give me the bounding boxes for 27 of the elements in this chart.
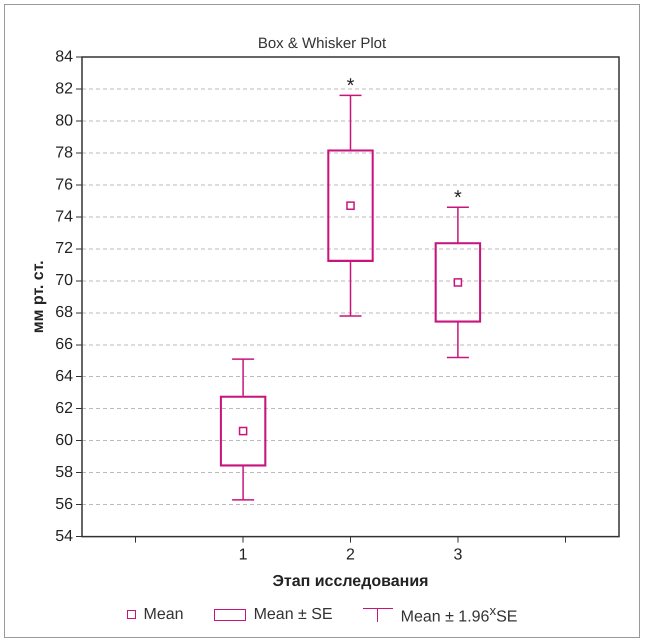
y-tick-label: 56 (55, 496, 74, 514)
y-tick-label: 70 (55, 272, 74, 290)
x-tick-label: 1 (238, 546, 248, 564)
y-tick-label: 60 (55, 432, 74, 450)
x-tick-label: 2 (346, 546, 356, 564)
y-tick-label: 78 (55, 144, 74, 162)
y-tick-label: 80 (55, 112, 74, 130)
y-tick-label: 62 (55, 400, 74, 418)
text: Mean (144, 606, 184, 624)
y-tick-label: 58 (55, 464, 74, 482)
y-tick-label: 76 (55, 176, 74, 194)
chart-title: Box & Whisker Plot (258, 35, 388, 52)
x-axis-title: Этап исследования (272, 572, 428, 590)
y-tick-label: 54 (55, 528, 74, 546)
annotation: * (454, 186, 462, 209)
x-tick-label: 3 (453, 546, 462, 564)
annotation: * (346, 74, 355, 97)
y-tick-label: 68 (55, 304, 74, 322)
text: Mean ± SE (254, 606, 333, 624)
y-tick-label: 66 (55, 336, 74, 354)
y-tick-label: 74 (55, 208, 74, 226)
y-tick-label: 84 (55, 48, 74, 66)
y-tick-label: 64 (55, 368, 74, 386)
y-axis-title: мм рт. ст. (30, 260, 48, 334)
y-tick-label: 82 (55, 80, 74, 98)
text: Mean ± 1.96$^{x}$SE (400, 603, 518, 626)
y-tick-label: 72 (55, 240, 74, 258)
